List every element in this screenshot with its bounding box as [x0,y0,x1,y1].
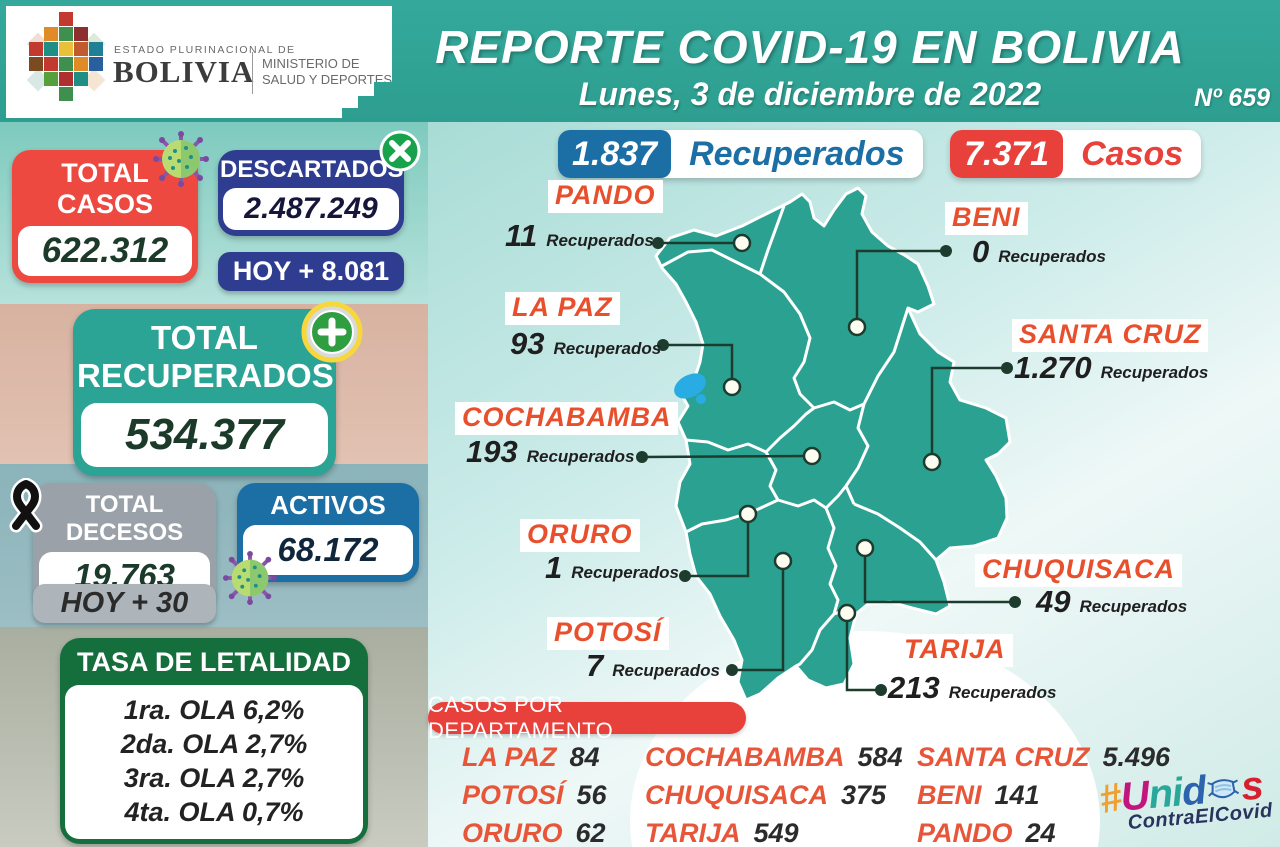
label-dots [636,237,1021,696]
table-cell: BENI 141 [917,780,1040,810]
plaque-divider [252,52,253,94]
table-cell: TARIJA 549 [645,818,799,847]
recovered-plus-icon [300,300,364,364]
header-bar: ESTADO PLURINACIONAL DE BOLIVIA MINISTER… [0,0,1280,122]
lethality-wave-4: 4ta. OLA 0,7% [124,797,304,827]
virus-icon [152,130,210,188]
total-recovered-value: 534.377 [81,403,328,467]
table-cell: CHUQUISACA 375 [645,780,887,810]
page-title: REPORTE COVID-19 EN BOLIVIA [435,21,1185,73]
map-value-cochabamba: 193 Recuperados [466,434,635,469]
logo-small-text: ESTADO PLURINACIONAL DE [114,44,296,56]
discarded-label: DESCARTADOS [220,156,404,183]
page-date: Lunes, 3 de diciembre de 2022 [578,76,1042,112]
discarded-value: 2.487.249 [223,188,399,230]
map-value-oruro: 1 Recuperados [545,550,679,585]
lethality-title: TASA DE LETALIDAD [77,647,351,677]
map-label-beni: BENI [945,202,1028,235]
cases-by-department-banner: CASOS POR DEPARTAMENTO [428,692,746,743]
daily-cases-label: Casos [1081,134,1184,173]
active-cases-label: ACTIVOS [270,490,386,520]
map-value-beni: 0 Recuperados [972,234,1106,269]
lethality-wave-2: 2da. OLA 2,7% [120,729,308,759]
bolivia-map [636,186,1021,702]
total-cases-value: 622.312 [18,226,192,276]
map-value-potosi: 7 Recuperados [586,648,720,683]
map-label-la-paz: LA PAZ [505,292,620,325]
cases-by-department-table: LA PAZ 84 COCHABAMBA 584 SANTA CRUZ 5.496 P… [462,742,1171,847]
table-cell: SANTA CRUZ 5.496 [917,742,1171,772]
total-recovered-label: TOTAL RECUPERADOS [77,319,334,394]
lethality-panel: TASA DE LETALIDAD 1ra. OLA 6,2% 2da. OLA… [60,638,368,844]
discarded-today-pill: HOY + 8.081 [218,252,404,291]
discarded-x-icon [378,129,422,173]
total-recovered-panel: TOTAL RECUPERADOS 534.377 [73,309,336,476]
ministry-name: MINISTERIO DE SALUD Y DEPORTES [262,56,393,87]
logo-country-name: BOLIVIA [113,54,255,89]
table-cell: ORURO 62 [462,818,606,847]
total-cases-label: TOTAL CASOS [56,158,154,219]
lethality-wave-1: 1ra. OLA 6,2% [123,695,305,725]
map-label-cochabamba: COCHABAMBA [455,402,679,435]
map-value-chuquisaca: 49 Recuperados [1036,584,1188,619]
lake-titicaca [674,373,706,404]
active-cases-panel: ACTIVOS 68.172 [237,483,419,582]
daily-recovered-stat: 1.837 Recuperados [558,130,923,178]
map-label-santa-cruz: SANTA CRUZ [1012,319,1209,352]
mask-icon [1205,775,1241,804]
map-value-pando: 11 Recuperados [505,218,654,253]
map-label-chuquisaca: CHUQUISACA [975,554,1183,587]
table-cell: POTOSÍ 56 [462,780,607,810]
map-label-pando: PANDO [548,180,663,213]
discarded-panel: DESCARTADOS 2.487.249 [218,150,404,236]
bolivia-state-logo-icon [22,10,110,114]
lethality-wave-3: 3ra. OLA 2,7% [123,763,305,793]
map-label-tarija: TARIJA [897,634,1013,667]
map-value-la-paz: 93 Recuperados [510,326,662,361]
deaths-today-pill: HOY + 30 [33,584,216,623]
table-cell: PANDO 24 [917,818,1056,847]
bolivia-country-shape [654,186,1012,702]
daily-cases-stat: 7.371 Casos [950,130,1202,178]
connector-lines [641,241,1015,692]
daily-recovered-value: 1.837 [558,130,672,178]
map-label-oruro: ORURO [520,519,640,552]
active-cases-value: 68.172 [243,525,413,575]
map-value-tarija: 213 Recuperados [888,670,1057,705]
daily-recovered-label: Recuperados [689,134,905,173]
map-label-potosi: POTOSÍ [547,617,669,650]
mourning-ribbon-icon [2,478,50,534]
virus-icon [222,550,278,606]
table-cell: LA PAZ 84 [462,742,600,772]
ministry-plaque: ESTADO PLURINACIONAL DE BOLIVIA MINISTER… [6,6,393,118]
daily-cases-value: 7.371 [950,130,1064,178]
map-value-santa-cruz: 1.270 Recuperados [1014,350,1209,385]
report-number: Nº 659 [1194,84,1270,112]
table-cell: COCHABAMBA 584 [645,742,903,772]
total-deaths-label: TOTAL DECESOS [65,491,184,546]
map-dots [722,233,942,623]
